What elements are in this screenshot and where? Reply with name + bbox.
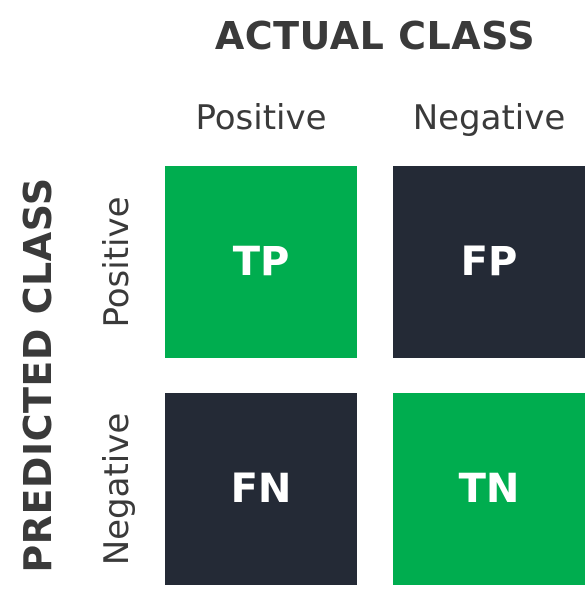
row-label-negative: Negative — [97, 412, 137, 566]
cell-false-positive: FP — [393, 166, 585, 358]
column-label-positive: Positive — [195, 98, 327, 138]
column-label-negative: Negative — [412, 98, 566, 138]
cell-true-positive: TP — [165, 166, 357, 358]
predicted-class-title: PREDICTED CLASS — [16, 177, 60, 573]
cell-false-negative: FN — [165, 393, 357, 585]
actual-class-title: ACTUAL CLASS — [214, 14, 536, 58]
cell-true-negative: TN — [393, 393, 585, 585]
row-label-positive: Positive — [97, 196, 137, 328]
